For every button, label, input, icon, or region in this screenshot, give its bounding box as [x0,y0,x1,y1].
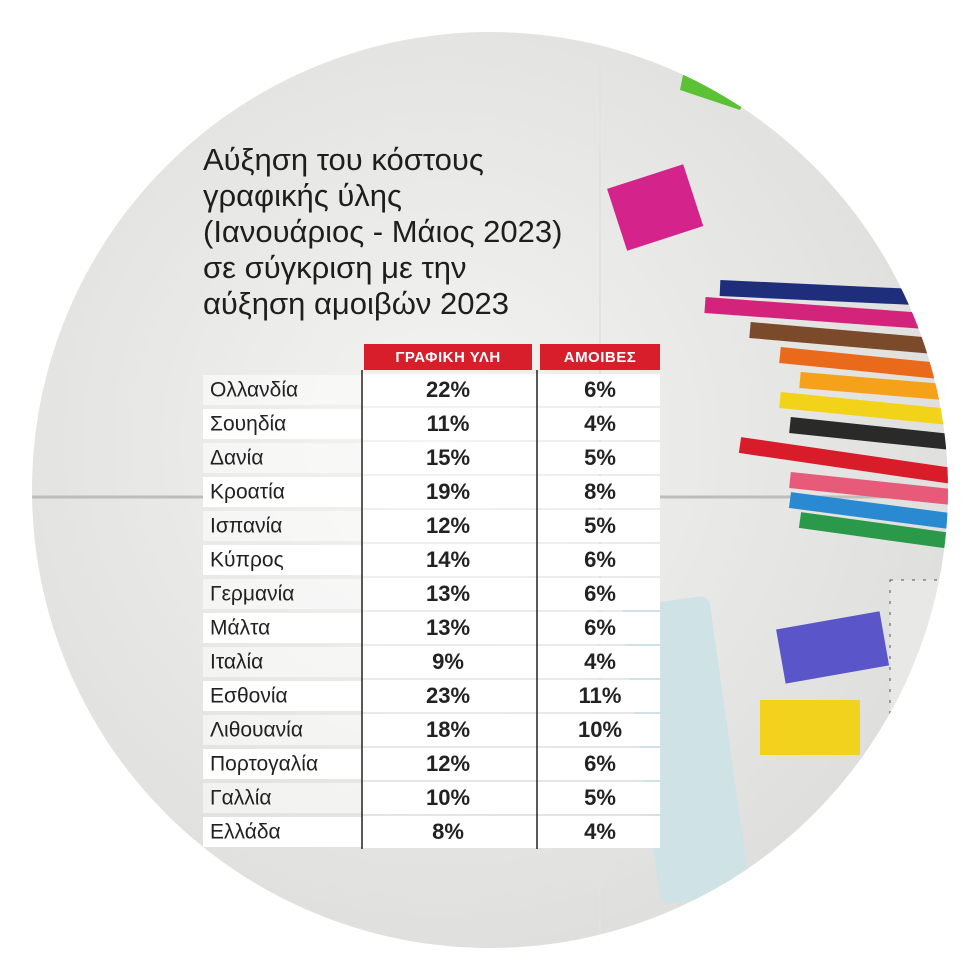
cell: 12% [426,513,470,538]
cell: 11% [579,683,622,708]
cell-bg [362,510,660,542]
cell: 6% [584,377,616,402]
column-header: ΓΡΑΦΙΚΗ ΥΛΗ [395,349,500,366]
country: Γερμανία [210,583,294,606]
cell: 23% [426,683,470,708]
title-line: σε σύγκριση με την [203,250,466,285]
cell: 8% [432,819,464,844]
cell-bg [362,646,660,678]
cell-bg [362,578,660,610]
country: Δανία [210,447,263,470]
cell-bg [362,442,660,474]
country: Κροατία [210,481,285,504]
cell-bg [362,816,660,848]
cell-bg [362,782,660,814]
cell: 8% [584,479,616,504]
country: Ισπανία [210,515,282,538]
cell: 18% [426,717,470,742]
country: Σουηδία [210,413,286,436]
cell: 12% [426,751,470,776]
title-line: γραφικής ύλης [203,178,402,213]
cell: 4% [584,411,616,436]
cell: 11% [427,411,470,436]
country: Πορτογαλία [210,753,318,776]
cell: 4% [584,649,616,674]
cell: 13% [426,581,470,606]
cell: 5% [584,513,616,538]
cell: 13% [426,615,470,640]
column-header-bg [364,344,532,370]
cell: 19% [426,479,470,504]
title-line: Αύξηση του κόστους [203,142,484,177]
country: Κύπρος [210,549,284,572]
cell: 9% [432,649,464,674]
column-header-bg [540,344,660,370]
cell: 10% [578,717,622,742]
country: Ελλάδα [210,821,281,844]
cell-bg [362,408,660,440]
cell: 15% [426,445,470,470]
country: Λιθουανία [210,719,303,742]
cell-bg [362,612,660,644]
cell: 14% [426,547,470,572]
cell: 4% [584,819,616,844]
title-line: (Ιανουάριος - Μάιος 2023) [203,214,562,249]
country: Γαλλία [210,787,272,810]
cell: 6% [584,751,616,776]
cell-bg [362,714,660,746]
country: Ιταλία [210,651,263,674]
table: ΓΡΑΦΙΚΗ ΥΛΗ ΑΜΟΙΒΕΣ Ολλανδία 22% 6% Σουηδία 11… [203,344,660,849]
cell-bg [362,374,660,406]
cell-bg [362,680,660,712]
cell-bg [362,748,660,780]
cell: 6% [584,581,616,606]
cell-bg [362,476,660,508]
cell: 10% [426,785,470,810]
country: Εσθονία [210,685,288,708]
cell-bg [362,544,660,576]
column-header: ΑΜΟΙΒΕΣ [564,349,637,366]
cell: 22% [426,377,470,402]
cell: 6% [584,547,616,572]
cell: 5% [584,785,616,810]
country: Μάλτα [210,617,270,640]
cell: 5% [584,445,616,470]
country: Ολλανδία [210,379,298,402]
cell: 6% [584,615,616,640]
title-line: αύξηση αμοιβών 2023 [203,286,509,321]
